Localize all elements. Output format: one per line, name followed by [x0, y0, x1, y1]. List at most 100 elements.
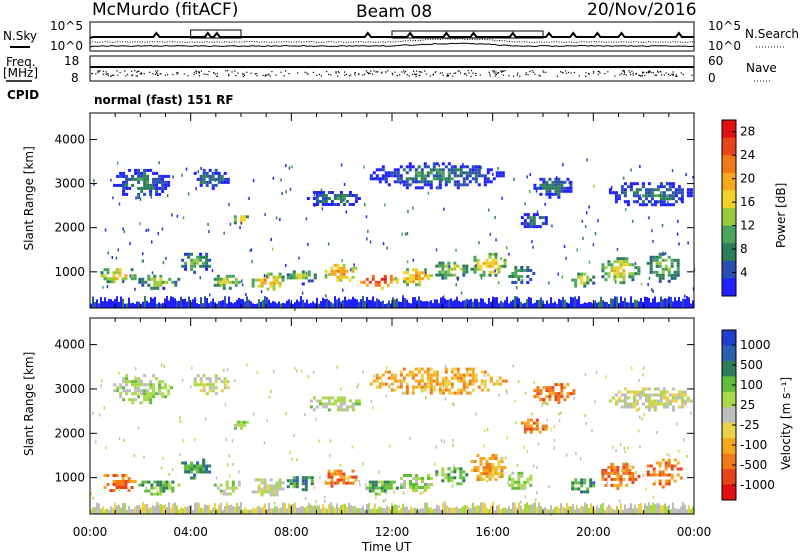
range-speckle	[638, 378, 640, 382]
range-cell	[459, 376, 463, 380]
range-cell	[673, 258, 677, 262]
range-speckle	[466, 176, 468, 180]
range-speckle	[483, 374, 486, 378]
range-cell	[650, 197, 654, 201]
range-cell	[149, 186, 153, 190]
range-cell	[125, 377, 129, 381]
ground-band-cell	[348, 502, 350, 514]
range-cell	[592, 275, 596, 279]
range-cell	[426, 379, 430, 383]
range-cell	[339, 469, 343, 473]
ground-band-cell	[96, 502, 98, 514]
ground-band-cell	[132, 509, 134, 514]
range-cell	[601, 275, 605, 279]
range-cell	[450, 168, 454, 172]
nave-point	[136, 75, 138, 77]
ground-band-cell	[560, 300, 562, 308]
range-cell	[216, 277, 220, 281]
range-speckle	[526, 449, 529, 453]
range-cell	[112, 489, 116, 492]
ground-band-cell	[234, 302, 236, 308]
range-cell	[444, 473, 448, 477]
ground-band-cell	[484, 302, 486, 308]
nave-point	[228, 73, 230, 76]
ground-band-cell	[428, 301, 430, 308]
range-cell	[426, 183, 430, 187]
nave-point	[630, 73, 632, 76]
range-cell	[491, 270, 495, 274]
range-cell	[670, 467, 674, 471]
range-cell	[465, 270, 469, 274]
range-speckle	[225, 438, 227, 441]
range-cell	[116, 174, 120, 178]
nave-point	[419, 71, 421, 73]
range-cell	[141, 280, 145, 284]
range-cell	[607, 260, 611, 264]
noise-tick-low-left: 10^0	[50, 39, 83, 53]
ground-band-cell	[662, 505, 664, 514]
range-cell	[658, 479, 662, 483]
ground-band-cell	[482, 298, 484, 308]
range-cell	[610, 468, 614, 472]
range-cell	[566, 189, 570, 193]
range-cell	[342, 266, 346, 270]
range-cell	[156, 286, 160, 290]
range-cell	[541, 222, 545, 226]
range-cell	[301, 270, 305, 274]
x-axis-title: Time UT	[361, 540, 412, 554]
range-cell	[245, 215, 249, 219]
ground-band-cell	[252, 507, 254, 514]
range-speckle	[339, 463, 341, 467]
range-cell	[674, 194, 678, 198]
range-cell	[683, 402, 687, 406]
range-cell	[231, 280, 235, 284]
range-cell	[430, 483, 433, 486]
ground-band-cell	[258, 505, 260, 514]
ground-band-cell	[366, 297, 368, 308]
ground-band-cell	[346, 506, 348, 514]
range-cell	[143, 174, 147, 178]
range-cell	[629, 188, 633, 192]
range-speckle	[273, 501, 276, 505]
nave-point	[604, 73, 606, 75]
range-cell	[497, 460, 501, 463]
range-speckle	[129, 242, 131, 246]
nave-point	[367, 73, 370, 75]
range-cell	[324, 203, 328, 206]
range-cell	[231, 483, 235, 487]
ground-band-cell	[574, 296, 576, 308]
range-speckle	[388, 444, 391, 448]
range-cell	[257, 490, 261, 494]
range-cell	[390, 174, 394, 178]
y-axis-label: Slant Range [km]	[22, 146, 36, 250]
range-cell	[500, 466, 504, 469]
nave-point	[130, 70, 133, 72]
ground-band-cell	[540, 297, 542, 308]
nave-point	[396, 75, 398, 77]
range-cell	[492, 177, 496, 181]
range-cell	[620, 399, 624, 403]
range-cell	[383, 280, 387, 284]
range-speckle	[592, 243, 595, 247]
ground-band-cell	[550, 505, 552, 514]
range-cell	[538, 225, 542, 229]
range-speckle	[316, 195, 318, 198]
range-cell	[193, 473, 197, 477]
range-cell	[554, 398, 558, 402]
range-cell	[631, 272, 635, 276]
range-cell	[473, 267, 477, 271]
ground-band-cell	[400, 301, 402, 308]
range-cell	[629, 182, 633, 186]
range-speckle	[232, 463, 234, 466]
colorbar-segment	[722, 330, 736, 346]
range-speckle	[329, 454, 331, 458]
ground-band-cell	[580, 303, 582, 308]
range-cell	[435, 373, 439, 377]
range-cell	[619, 266, 623, 270]
range-cell	[330, 266, 334, 270]
range-speckle	[220, 492, 223, 495]
range-cell	[667, 279, 671, 283]
range-cell	[216, 274, 220, 278]
range-cell	[415, 483, 418, 486]
range-speckle	[639, 165, 641, 168]
